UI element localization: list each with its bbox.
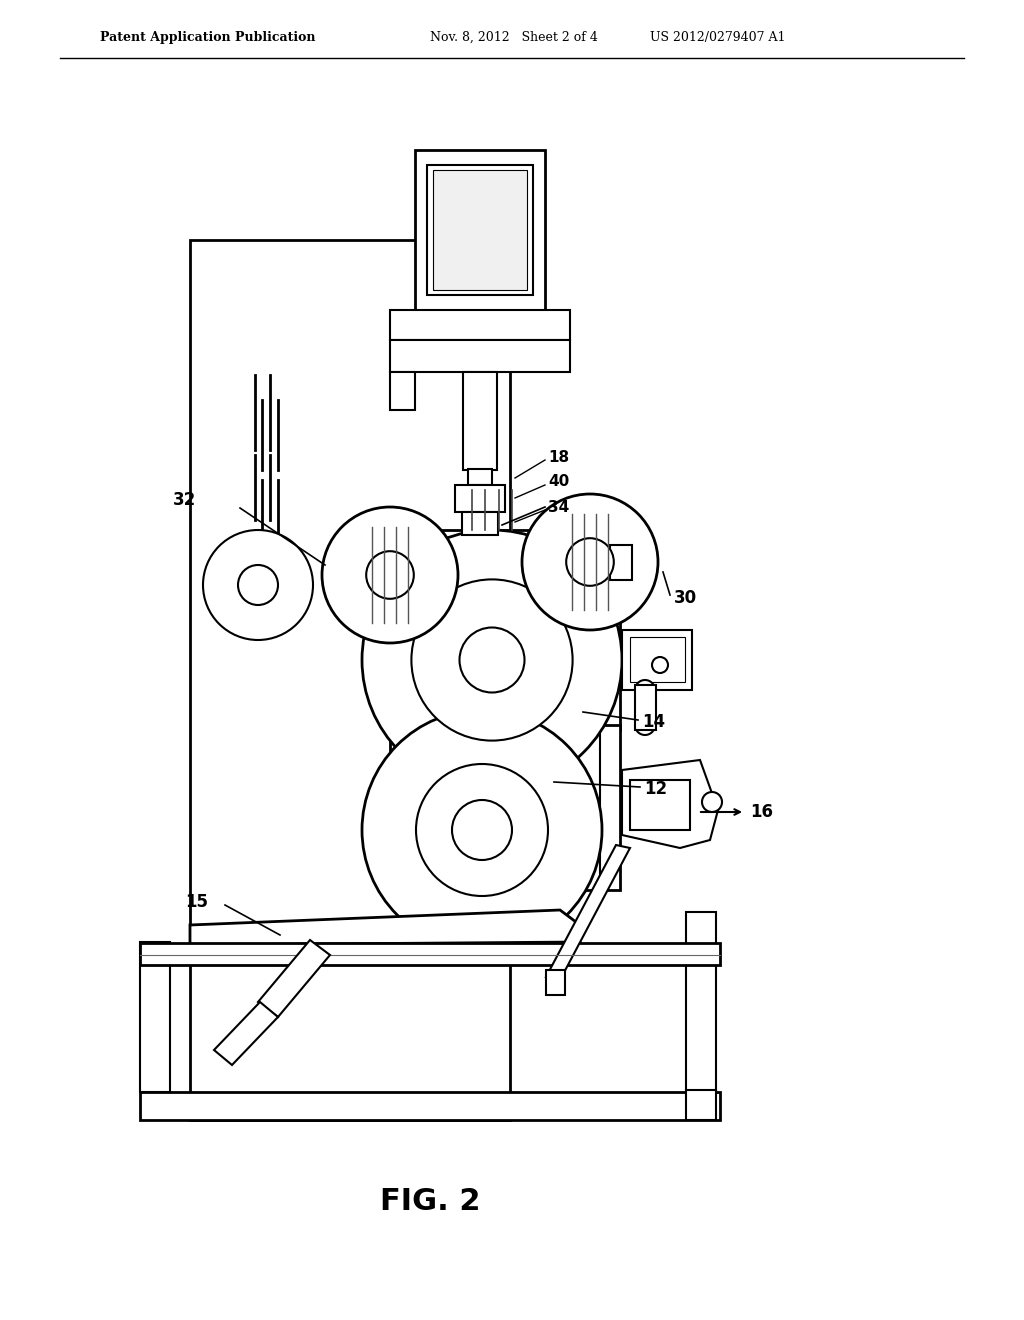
Circle shape [416,764,548,896]
Bar [610,545,632,579]
Polygon shape [190,925,560,945]
Text: 12: 12 [644,780,667,799]
Text: FIG. 2: FIG. 2 [380,1188,480,1217]
Bar [140,942,170,1092]
Polygon shape [258,940,330,1016]
Circle shape [702,792,722,812]
Bar [433,170,527,290]
Text: Patent Application Publication: Patent Application Publication [100,30,315,44]
Circle shape [652,657,668,673]
Bar [190,240,510,1119]
Text: 18: 18 [548,450,569,465]
Text: 16: 16 [750,803,773,821]
Bar [630,638,685,682]
Bar [686,912,716,1092]
Bar [462,512,498,535]
Text: US 2012/0279407 A1: US 2012/0279407 A1 [650,30,785,44]
Bar [463,372,497,470]
Bar [455,484,505,512]
Circle shape [635,715,655,735]
Circle shape [412,579,572,741]
Polygon shape [546,970,565,995]
Text: 34: 34 [548,499,569,515]
Polygon shape [214,1002,278,1065]
Bar [140,1092,720,1119]
Text: 40: 40 [548,474,569,490]
Bar [390,372,415,411]
Circle shape [452,800,512,861]
Text: 30: 30 [674,589,697,607]
Circle shape [362,710,602,950]
Circle shape [322,507,458,643]
Bar [390,725,620,890]
Circle shape [460,627,524,693]
Circle shape [238,565,278,605]
Bar [468,469,492,484]
Bar [686,1090,716,1119]
Circle shape [367,552,414,599]
Circle shape [635,680,655,700]
Bar [630,780,690,830]
Bar [390,531,620,730]
Bar [390,341,570,372]
Polygon shape [546,845,630,979]
Bar [140,942,720,965]
Text: 32: 32 [173,491,196,510]
Polygon shape [635,685,656,730]
Text: Nov. 8, 2012   Sheet 2 of 4: Nov. 8, 2012 Sheet 2 of 4 [430,30,598,44]
Polygon shape [190,909,580,945]
Bar [622,630,692,690]
Bar [415,150,545,310]
Polygon shape [622,760,718,847]
Text: 14: 14 [642,713,666,731]
Text: 15: 15 [185,894,208,911]
Circle shape [362,531,622,789]
Circle shape [203,531,313,640]
Circle shape [522,494,658,630]
Circle shape [566,539,613,586]
Bar [390,310,570,341]
Bar [427,165,534,294]
